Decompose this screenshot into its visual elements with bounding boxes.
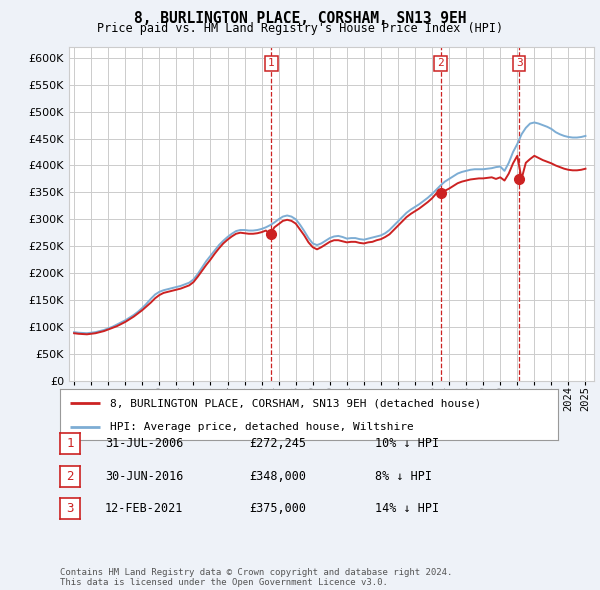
Text: 2: 2	[66, 470, 74, 483]
Text: 3: 3	[66, 502, 74, 515]
Text: Contains HM Land Registry data © Crown copyright and database right 2024.
This d: Contains HM Land Registry data © Crown c…	[60, 568, 452, 587]
Text: 1: 1	[268, 58, 275, 68]
Text: 8, BURLINGTON PLACE, CORSHAM, SN13 9EH (detached house): 8, BURLINGTON PLACE, CORSHAM, SN13 9EH (…	[110, 398, 481, 408]
Text: 3: 3	[516, 58, 523, 68]
Text: 14% ↓ HPI: 14% ↓ HPI	[375, 502, 439, 515]
Text: 10% ↓ HPI: 10% ↓ HPI	[375, 437, 439, 450]
Text: 12-FEB-2021: 12-FEB-2021	[105, 502, 184, 515]
Text: 8, BURLINGTON PLACE, CORSHAM, SN13 9EH: 8, BURLINGTON PLACE, CORSHAM, SN13 9EH	[134, 11, 466, 25]
Text: 30-JUN-2016: 30-JUN-2016	[105, 470, 184, 483]
Text: 1: 1	[66, 437, 74, 450]
Text: 2: 2	[437, 58, 444, 68]
Text: 31-JUL-2006: 31-JUL-2006	[105, 437, 184, 450]
Text: £272,245: £272,245	[249, 437, 306, 450]
Text: HPI: Average price, detached house, Wiltshire: HPI: Average price, detached house, Wilt…	[110, 422, 413, 432]
Text: Price paid vs. HM Land Registry's House Price Index (HPI): Price paid vs. HM Land Registry's House …	[97, 22, 503, 35]
Text: £375,000: £375,000	[249, 502, 306, 515]
Text: £348,000: £348,000	[249, 470, 306, 483]
Text: 8% ↓ HPI: 8% ↓ HPI	[375, 470, 432, 483]
